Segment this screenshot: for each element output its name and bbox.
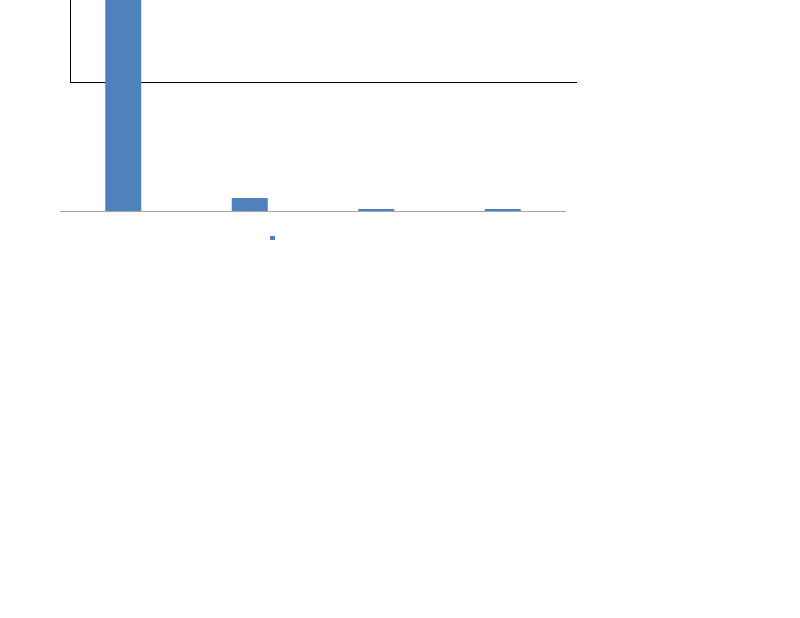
legend-marker bbox=[270, 236, 275, 240]
overlay-frame bbox=[70, 0, 577, 83]
bar bbox=[358, 209, 395, 211]
bar bbox=[231, 198, 268, 211]
bar bbox=[105, 0, 142, 211]
bar bbox=[484, 209, 521, 211]
